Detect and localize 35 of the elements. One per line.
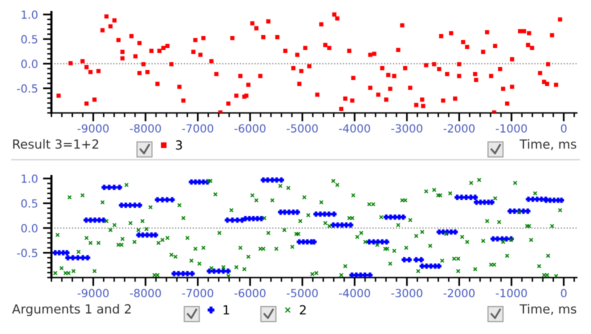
x-tick-label: -5000	[286, 288, 318, 298]
y-tick-label: 0.0	[21, 224, 38, 232]
x-tick-label: -6000	[234, 288, 266, 298]
x-tick-label: -3000	[391, 288, 422, 298]
x-tick-label: -8000	[130, 124, 161, 133]
x-tick-label: -5000	[286, 124, 318, 133]
x-tick-label: -8000	[130, 288, 161, 298]
x-tick-label: -3000	[391, 124, 422, 133]
legend-label: 2	[300, 305, 306, 314]
y-tick-label: 0.0	[21, 60, 38, 68]
x-axis-title: Time, ms	[520, 304, 576, 315]
y-tick-label: 1.0	[22, 174, 38, 183]
x-axis-title: Time, ms	[520, 139, 576, 150]
x-tick-label: -1000	[496, 288, 527, 298]
text: Result 3=1+2	[13, 139, 98, 149]
x-tick-label: -9000	[78, 124, 109, 133]
x-tick-label: -1000	[496, 124, 527, 133]
x-tick-label: -2000	[444, 124, 475, 133]
y-tick-label: 0.5	[21, 199, 38, 208]
x-tick-label: 0	[560, 288, 567, 298]
x-tick-label: -9000	[78, 288, 109, 298]
x-tick-label: 0	[560, 124, 567, 133]
y-tick-label: 0.5	[21, 35, 38, 44]
x-tick-label: -7000	[182, 288, 214, 298]
y-tick-label: -0.5	[17, 84, 38, 93]
x-tick-label: -4000	[339, 288, 370, 298]
x-tick-label: -4000	[339, 124, 370, 133]
x-tick-label: -7000	[182, 124, 214, 133]
legend-label: 3	[176, 140, 182, 150]
legend-label: 1	[224, 305, 230, 314]
y-tick-label: 1.0	[22, 10, 38, 19]
y-tick-label: -0.5	[17, 248, 38, 258]
x-tick-label: -2000	[444, 288, 475, 298]
text: Arguments 1 and 2	[12, 304, 131, 316]
x-tick-label: -6000	[234, 124, 266, 133]
